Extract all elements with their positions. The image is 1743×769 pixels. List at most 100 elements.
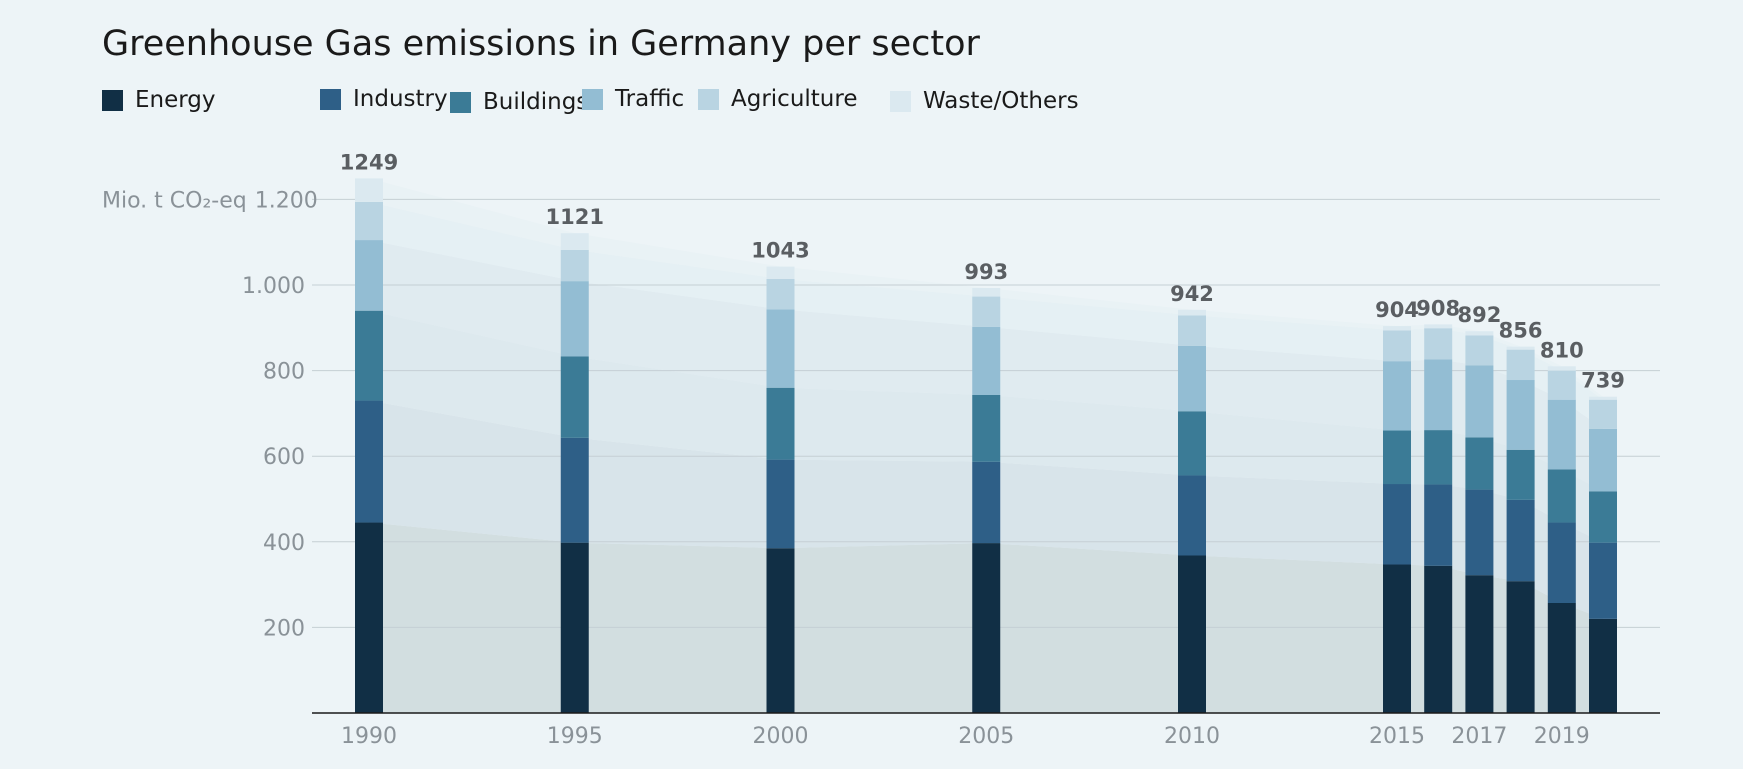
bar-segment-waste-others-2017 xyxy=(1465,331,1494,336)
bar-segment-energy-2010 xyxy=(1178,555,1206,713)
stacked-bars xyxy=(355,178,1617,713)
bar-segment-traffic-2015 xyxy=(1383,361,1411,431)
x-tick-label-2000: 2000 xyxy=(753,724,809,749)
bar-segment-waste-others-2016 xyxy=(1424,324,1453,329)
bar-segment-industry-2020 xyxy=(1589,542,1617,619)
legend-label-buildings: Buildings xyxy=(483,89,589,115)
bar-segment-buildings-2015 xyxy=(1383,430,1411,485)
legend-item-waste-others: Waste/Others xyxy=(890,88,1079,114)
total-label-2017: 892 xyxy=(1457,303,1501,327)
x-tick-label-2017: 2017 xyxy=(1451,724,1507,749)
bar-group-1990 xyxy=(355,178,383,713)
bar-segment-agriculture-2000 xyxy=(766,279,795,310)
total-label-2018: 856 xyxy=(1499,319,1543,343)
bar-segment-traffic-1995 xyxy=(560,281,589,357)
bar-segment-agriculture-1995 xyxy=(560,249,589,282)
chart-title: Greenhouse Gas emissions in Germany per … xyxy=(102,24,980,64)
legend-label-waste-others: Waste/Others xyxy=(923,88,1079,114)
y-tick-label-800: 800 xyxy=(263,360,305,385)
legend-item-buildings: Buildings xyxy=(450,89,588,115)
total-label-1995: 1121 xyxy=(546,205,604,229)
bar-segment-buildings-2005 xyxy=(972,394,1001,462)
bar-segment-energy-1995 xyxy=(560,542,589,713)
bar-segment-agriculture-2019 xyxy=(1547,370,1576,400)
y-tick-label-200: 200 xyxy=(263,616,305,641)
bar-segment-industry-2000 xyxy=(766,459,795,549)
legend-item-industry: Industry xyxy=(320,86,448,112)
total-label-2010: 942 xyxy=(1170,282,1214,306)
x-tick-label-2010: 2010 xyxy=(1164,724,1220,749)
y-axis: Mio. t CO₂-eq 1.200 200 400 600 800 1.000 xyxy=(102,188,318,641)
bar-segment-traffic-2020 xyxy=(1589,428,1617,492)
total-label-2005: 993 xyxy=(964,260,1008,284)
bar-segment-buildings-2010 xyxy=(1178,411,1206,476)
bar-segment-traffic-2017 xyxy=(1465,365,1494,438)
bar-segment-energy-2019 xyxy=(1547,603,1576,713)
total-label-2016: 908 xyxy=(1416,296,1460,320)
bar-segment-waste-others-1990 xyxy=(355,178,383,202)
bar-segment-agriculture-1990 xyxy=(355,201,383,241)
total-label-2015: 904 xyxy=(1375,298,1419,322)
bar-segment-buildings-2000 xyxy=(766,387,795,460)
legend-item-energy: Energy xyxy=(102,87,216,113)
bar-group-1995 xyxy=(560,233,589,713)
bar-segment-industry-2016 xyxy=(1424,484,1453,566)
bar-segment-buildings-2016 xyxy=(1424,430,1453,485)
y-tick-label-1000: 1.000 xyxy=(242,274,305,299)
x-tick-label-1990: 1990 xyxy=(341,724,397,749)
bar-segment-waste-others-2005 xyxy=(972,287,1001,297)
bar-segment-agriculture-2017 xyxy=(1465,335,1494,366)
bar-segment-buildings-2019 xyxy=(1547,469,1576,523)
bar-segment-buildings-2018 xyxy=(1506,449,1535,500)
bar-segment-industry-2018 xyxy=(1506,499,1535,582)
total-label-2019: 810 xyxy=(1540,338,1584,362)
bar-segment-industry-2019 xyxy=(1547,522,1576,604)
bar-segment-traffic-1990 xyxy=(355,240,383,311)
total-label-2020: 739 xyxy=(1581,369,1625,393)
bar-segment-industry-2015 xyxy=(1383,484,1411,565)
x-axis: 1990 1995 2000 2005 2010 2015 2017 2019 xyxy=(312,712,1660,749)
bar-segment-agriculture-2016 xyxy=(1424,328,1453,360)
bar-segment-industry-2017 xyxy=(1465,489,1494,576)
bar-segment-traffic-2000 xyxy=(766,309,795,388)
bar-segment-waste-others-2010 xyxy=(1178,309,1206,316)
bar-segment-buildings-1990 xyxy=(355,310,383,401)
bar-segment-waste-others-2015 xyxy=(1383,326,1411,331)
bar-segment-agriculture-2005 xyxy=(972,296,1001,327)
bar-segment-agriculture-2018 xyxy=(1506,349,1535,381)
bar-segment-energy-2016 xyxy=(1424,565,1453,713)
legend-swatch-traffic xyxy=(582,88,603,110)
legend-swatch-agriculture xyxy=(698,88,719,110)
bar-segment-waste-others-1995 xyxy=(560,233,589,250)
bar-segment-waste-others-2020 xyxy=(1589,396,1617,400)
bar-group-2020 xyxy=(1589,396,1617,713)
x-tick-label-2015: 2015 xyxy=(1369,724,1425,749)
legend-item-traffic: Traffic xyxy=(582,86,684,112)
bar-group-2018 xyxy=(1506,346,1535,713)
bar-group-2005 xyxy=(972,287,1001,713)
y-axis-unit-label: Mio. t CO₂-eq 1.200 xyxy=(102,188,318,213)
bar-segment-industry-2010 xyxy=(1178,475,1206,556)
bar-segment-buildings-2017 xyxy=(1465,437,1494,490)
x-tick-label-2019: 2019 xyxy=(1534,724,1590,749)
bar-segment-traffic-2010 xyxy=(1178,345,1206,412)
bar-segment-traffic-2018 xyxy=(1506,380,1535,450)
y-tick-label-400: 400 xyxy=(263,531,305,556)
y-tick-label-1200: 1.200 xyxy=(255,188,318,213)
bar-segment-buildings-1995 xyxy=(560,356,589,438)
legend-label-traffic: Traffic xyxy=(615,86,685,112)
bar-segment-energy-2018 xyxy=(1506,581,1535,713)
total-label-2000: 1043 xyxy=(751,239,809,263)
legend-item-agriculture: Agriculture xyxy=(698,86,858,112)
bar-segment-energy-1990 xyxy=(355,522,383,713)
bar-group-2017 xyxy=(1465,331,1494,713)
legend-swatch-energy xyxy=(102,89,123,111)
legend-swatch-industry xyxy=(320,88,341,110)
bar-segment-industry-1995 xyxy=(560,437,589,543)
bar-segment-waste-others-2018 xyxy=(1506,346,1535,350)
bar-segment-agriculture-2010 xyxy=(1178,315,1206,346)
bar-group-2010 xyxy=(1178,309,1206,713)
bar-segment-energy-2005 xyxy=(972,543,1001,713)
legend-label-energy: Energy xyxy=(135,87,216,113)
bar-group-2000 xyxy=(766,266,795,713)
